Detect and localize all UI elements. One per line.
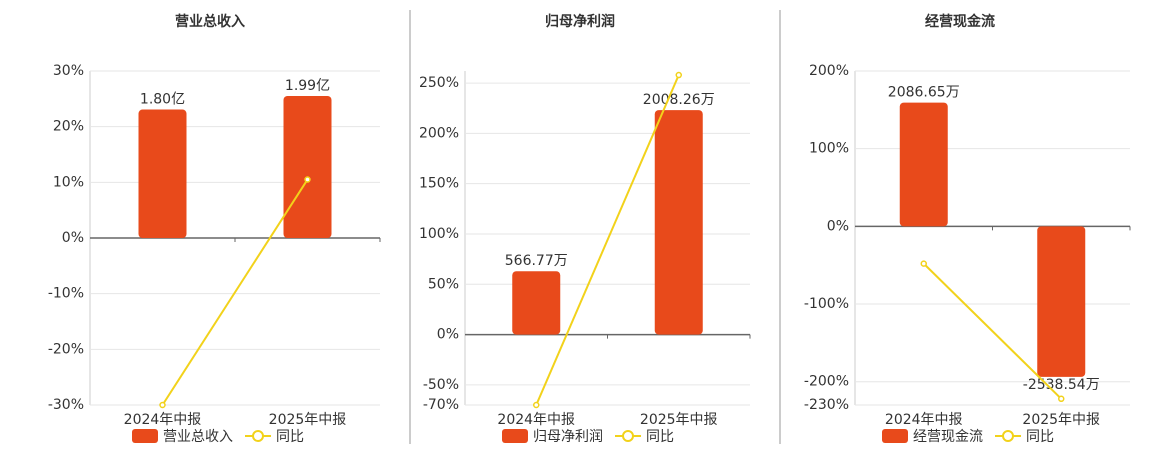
line-point <box>533 401 540 409</box>
y-tick-label: -10% <box>48 286 84 302</box>
y-tick-label: 30% <box>53 63 84 79</box>
y-tick-label: -30% <box>48 397 84 413</box>
legend-swatch <box>622 430 634 442</box>
x-tick-label: 2025年中报 <box>640 412 718 428</box>
legend-swatch <box>882 429 908 443</box>
bar <box>1037 226 1086 377</box>
y-tick-label: 200% <box>419 125 459 141</box>
y-tick-label: 50% <box>428 276 459 292</box>
line <box>923 262 1062 400</box>
y-tick-label: -200% <box>804 374 849 390</box>
y-tick-label: 20% <box>53 119 84 135</box>
bar <box>512 271 561 335</box>
value-label: 2086.65万 <box>888 85 960 101</box>
legend-swatch <box>132 429 158 443</box>
line <box>161 179 309 406</box>
bar <box>283 95 332 238</box>
legend-label: 同比 <box>646 429 674 445</box>
y-tick-label: 100% <box>419 226 459 242</box>
bar <box>654 110 703 335</box>
legend-swatch <box>1002 430 1014 442</box>
value-label: 2008.26万 <box>643 92 715 108</box>
y-tick-label: 0% <box>827 218 849 234</box>
y-tick-label: 200% <box>809 63 849 79</box>
y-tick-label: -20% <box>48 341 84 357</box>
line-point <box>159 401 166 409</box>
value-label: -2538.54万 <box>1023 377 1100 393</box>
y-tick-label: -100% <box>804 296 849 312</box>
line-point <box>1058 395 1065 403</box>
y-tick-label: -230% <box>804 397 849 413</box>
chart-title: 归母净利润 <box>545 13 615 30</box>
y-tick-label: 0% <box>437 327 459 343</box>
y-tick-label: 250% <box>419 75 459 91</box>
value-label: 1.80亿 <box>140 92 185 108</box>
chart-title: 经营现金流 <box>925 13 995 30</box>
x-tick-label: 2025年中报 <box>1022 412 1100 428</box>
x-tick-label: 2024年中报 <box>124 412 202 428</box>
y-tick-label: -50% <box>423 377 459 393</box>
legend-label: 归母净利润 <box>533 428 603 445</box>
x-tick-label: 2024年中报 <box>497 412 575 428</box>
legend-label: 经营现金流 <box>913 429 983 445</box>
x-tick-label: 2024年中报 <box>885 412 963 428</box>
value-label: 1.99亿 <box>285 78 330 94</box>
value-label: 566.77万 <box>505 253 568 269</box>
line-point <box>304 176 311 183</box>
y-tick-label: -70% <box>423 397 459 413</box>
bar <box>899 102 948 227</box>
legend-swatch <box>502 429 528 443</box>
y-tick-label: 100% <box>809 141 849 157</box>
legend-label: 同比 <box>1026 429 1054 445</box>
legend-swatch <box>252 430 264 442</box>
line-point <box>920 260 927 267</box>
y-tick-label: 150% <box>419 176 459 192</box>
legend-label: 营业总收入 <box>163 429 233 445</box>
legend-label: 同比 <box>276 429 304 445</box>
chart-title: 营业总收入 <box>175 13 245 30</box>
y-tick-label: 0% <box>62 230 84 246</box>
bar <box>138 109 187 239</box>
line-point <box>675 71 682 79</box>
line <box>535 74 680 406</box>
x-tick-label: 2025年中报 <box>269 412 347 428</box>
y-tick-label: 10% <box>53 174 84 190</box>
